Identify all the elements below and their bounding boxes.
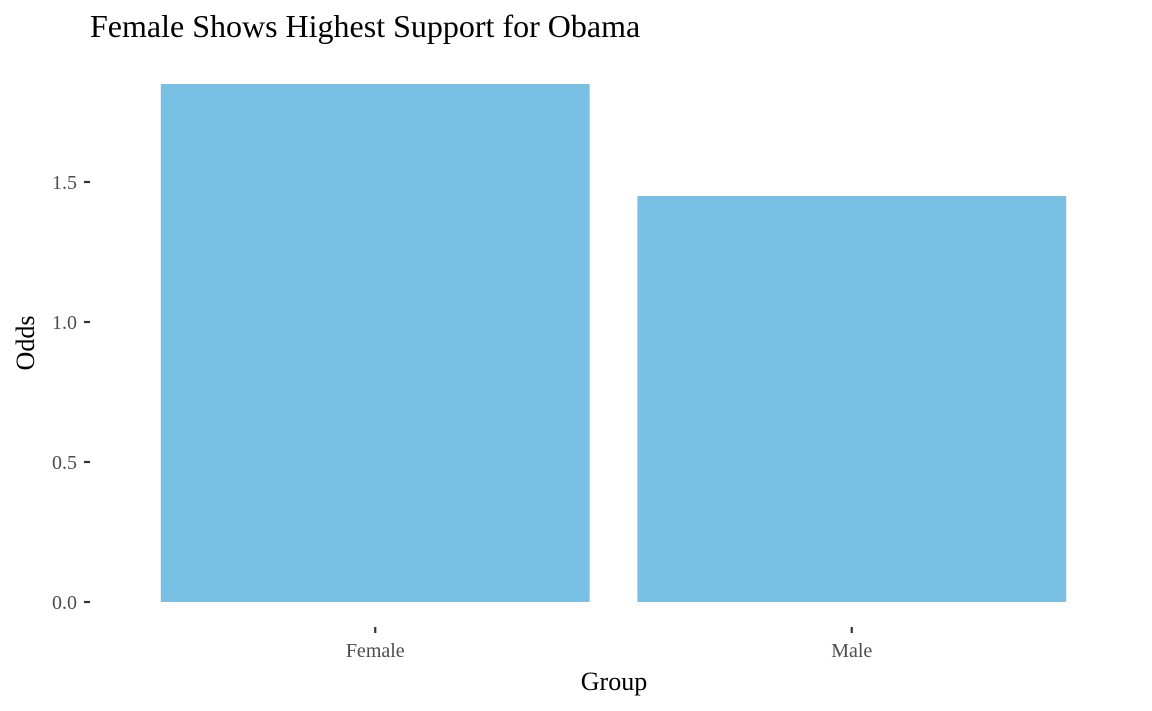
y-tick-label: 1.0 (52, 312, 77, 334)
bar-female (160, 84, 590, 602)
x-tick-label: Female (346, 640, 405, 662)
y-axis-title: Odds (11, 316, 40, 371)
y-tick-label: 0.0 (52, 592, 77, 614)
y-tick-label: 1.5 (52, 172, 77, 194)
y-axis: 0.0 0.5 1.0 1.5 (52, 172, 90, 614)
x-tick-label: Male (831, 640, 872, 662)
y-tick-label: 0.5 (52, 452, 77, 474)
chart-title: Female Shows Highest Support for Obama (90, 8, 640, 44)
x-axis-title: Group (581, 667, 647, 696)
bars (160, 84, 1067, 602)
x-axis: Female Male (346, 627, 872, 662)
bar-male (637, 196, 1067, 602)
